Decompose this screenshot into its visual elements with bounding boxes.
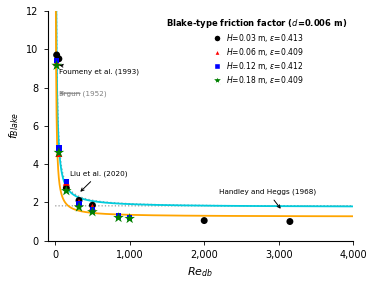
Legend: $H$=0.03 m, $\varepsilon$=0.413, $H$=0.06 m, $\varepsilon$=0.409, $H$=0.12 m, $\: $H$=0.03 m, $\varepsilon$=0.413, $H$=0.0… bbox=[162, 13, 351, 90]
Text: Liu et al. (2020): Liu et al. (2020) bbox=[70, 170, 128, 191]
Point bbox=[89, 203, 95, 208]
Y-axis label: $f_{Blake}$: $f_{Blake}$ bbox=[7, 112, 21, 139]
Point bbox=[63, 180, 69, 184]
Point bbox=[56, 151, 62, 156]
Point bbox=[89, 210, 95, 214]
Point bbox=[116, 213, 122, 218]
Text: Handley and Heggs (1968): Handley and Heggs (1968) bbox=[219, 188, 316, 208]
Point bbox=[287, 219, 293, 224]
Point bbox=[201, 218, 207, 223]
Point bbox=[56, 146, 62, 150]
Point bbox=[127, 215, 133, 220]
Point bbox=[63, 186, 69, 190]
Point bbox=[56, 150, 62, 155]
Point bbox=[76, 200, 82, 205]
Point bbox=[76, 198, 82, 203]
Text: Ergun (1952): Ergun (1952) bbox=[59, 90, 107, 96]
Point bbox=[116, 215, 122, 220]
Point bbox=[76, 201, 82, 206]
X-axis label: $Re_{db}$: $Re_{db}$ bbox=[187, 265, 214, 279]
Point bbox=[53, 53, 59, 57]
Point bbox=[53, 58, 59, 63]
Point bbox=[56, 57, 62, 61]
Point bbox=[63, 179, 69, 184]
Point bbox=[63, 188, 69, 193]
Point bbox=[89, 208, 95, 212]
Point bbox=[53, 60, 59, 65]
Point bbox=[89, 205, 95, 209]
Point bbox=[53, 63, 59, 68]
Text: Foumeny et al. (1993): Foumeny et al. (1993) bbox=[59, 64, 139, 76]
Point bbox=[76, 205, 82, 209]
Point bbox=[127, 217, 133, 221]
